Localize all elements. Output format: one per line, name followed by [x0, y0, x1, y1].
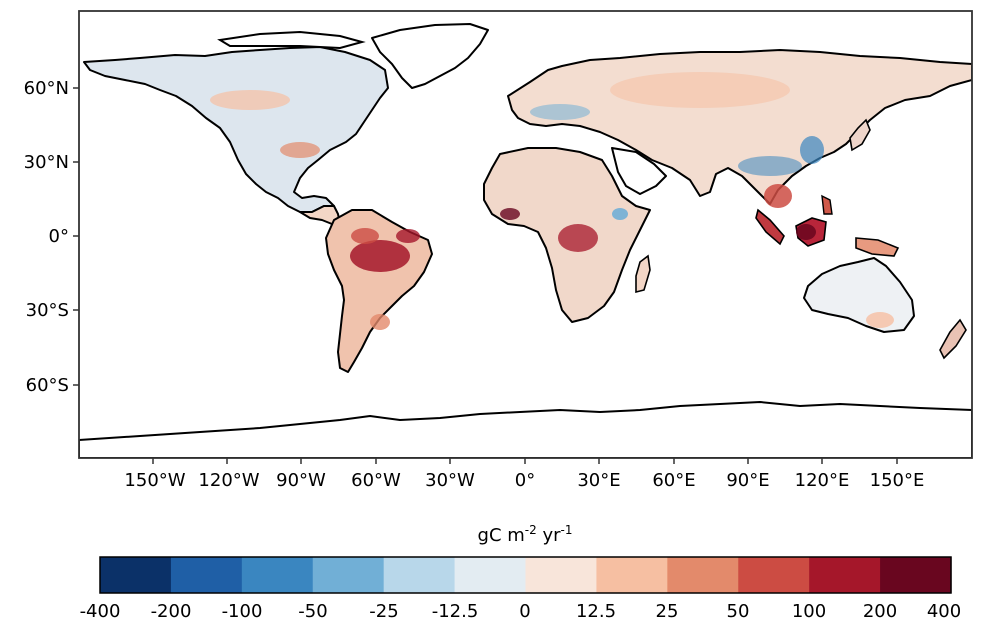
colorbar	[100, 557, 952, 593]
colorbar-segment	[667, 557, 739, 593]
lon-tick-label: 30°W	[425, 470, 475, 491]
colorbar-segment	[170, 557, 243, 593]
lon-tick-label: 120°W	[198, 470, 259, 491]
colorbar-segment	[809, 557, 881, 593]
colorbar-tick-label: -50	[298, 601, 327, 622]
madagascar-land	[635, 254, 651, 294]
philippines-land	[821, 194, 833, 215]
lat-tick-label: 60°S	[26, 375, 69, 396]
arabia-land	[611, 147, 667, 195]
new-zealand-land	[939, 318, 967, 360]
japan-land	[849, 118, 871, 152]
colorbar-tick-label: -400	[80, 601, 121, 622]
colorbar-tick-label: 12.5	[576, 601, 616, 622]
lat-tick-label: 0°	[49, 226, 69, 247]
colorbar-tick-label: 50	[727, 601, 750, 622]
lon-tick-label: 60°W	[351, 470, 401, 491]
colorbar-tick-label: -12.5	[432, 601, 479, 622]
colorbar-segment	[383, 557, 456, 593]
flux-hotspots	[210, 72, 894, 330]
colorbar-tick-label: -25	[369, 601, 398, 622]
lat-tick-label: 30°N	[24, 152, 69, 173]
lon-tick-label: 120°E	[795, 470, 850, 491]
lat-tick-label: 60°N	[24, 78, 69, 99]
colorbar-segment	[454, 557, 527, 593]
lon-tick-label: 90°W	[276, 470, 326, 491]
map-panel	[79, 11, 972, 458]
arctic-islands	[217, 30, 366, 50]
colorbar-tick-label: 400	[927, 601, 961, 622]
colorbar-segment	[100, 557, 172, 593]
new-guinea-land	[855, 237, 900, 257]
colorbar-tick-label: 100	[792, 601, 826, 622]
colorbar-segment	[596, 557, 668, 593]
lon-tick-label: 90°E	[726, 470, 769, 491]
colorbar-tick-label: 0	[519, 601, 530, 622]
colorbar-ticks: -400 -200 -100 -50 -25 -12.5 0 12.5 25 5…	[80, 601, 962, 622]
colorbar-frame	[99, 556, 952, 594]
lon-tick-label: 150°W	[124, 470, 185, 491]
colorbar-tick-label: 200	[863, 601, 897, 622]
colorbar-segment	[525, 557, 598, 593]
colorbar-tick-label: 25	[656, 601, 679, 622]
colorbar-segment	[738, 557, 810, 593]
colorbar-unit-label: gC m-2 yr-1	[478, 523, 573, 546]
antarctica-land	[79, 401, 972, 458]
sumatra-land	[755, 208, 785, 246]
colorbar-tick-label: -200	[151, 601, 192, 622]
lon-tick-label: 150°E	[870, 470, 925, 491]
lon-axis: 150°W 120°W 90°W 60°W 30°W 0° 30°E 60°E …	[124, 458, 924, 491]
lat-tick-label: 30°S	[26, 300, 69, 321]
greenland-land	[371, 23, 489, 89]
lon-tick-label: 60°E	[652, 470, 695, 491]
colorbar-segment	[880, 557, 952, 593]
colorbar-segment	[241, 557, 314, 593]
lon-tick-label: 0°	[515, 470, 535, 491]
colorbar-segment	[312, 557, 385, 593]
lat-axis: 60°N 30°N 0° 30°S 60°S	[24, 78, 79, 396]
lon-tick-label: 30°E	[577, 470, 620, 491]
colorbar-tick-label: -100	[222, 601, 263, 622]
